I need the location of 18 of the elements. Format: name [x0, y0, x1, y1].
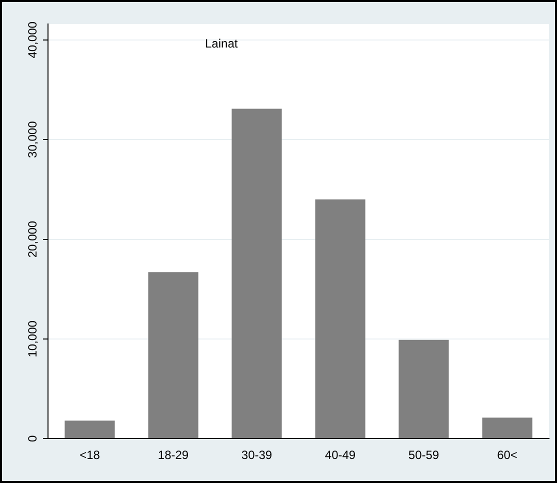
y-tick-label: 40,000 [25, 21, 40, 58]
x-tick-label: 30-39 [241, 448, 272, 462]
y-tick-label: 10,000 [25, 320, 40, 358]
y-tick-label: 20,000 [25, 220, 40, 258]
x-tick-label: 60< [497, 448, 518, 462]
x-tick-label: 18-29 [158, 448, 189, 462]
bar [315, 199, 366, 438]
bar [232, 108, 282, 438]
bar [64, 420, 115, 438]
x-tick-label: 40-49 [324, 448, 356, 462]
x-tick-label: 50-59 [408, 448, 440, 462]
bar [398, 340, 449, 438]
bar [482, 418, 532, 438]
x-tick-label: <18 [80, 448, 100, 462]
bar [148, 272, 198, 438]
y-tick-label: 30,000 [25, 120, 40, 158]
y-tick-label: 0 [25, 434, 40, 442]
text: Lainat [205, 36, 238, 50]
